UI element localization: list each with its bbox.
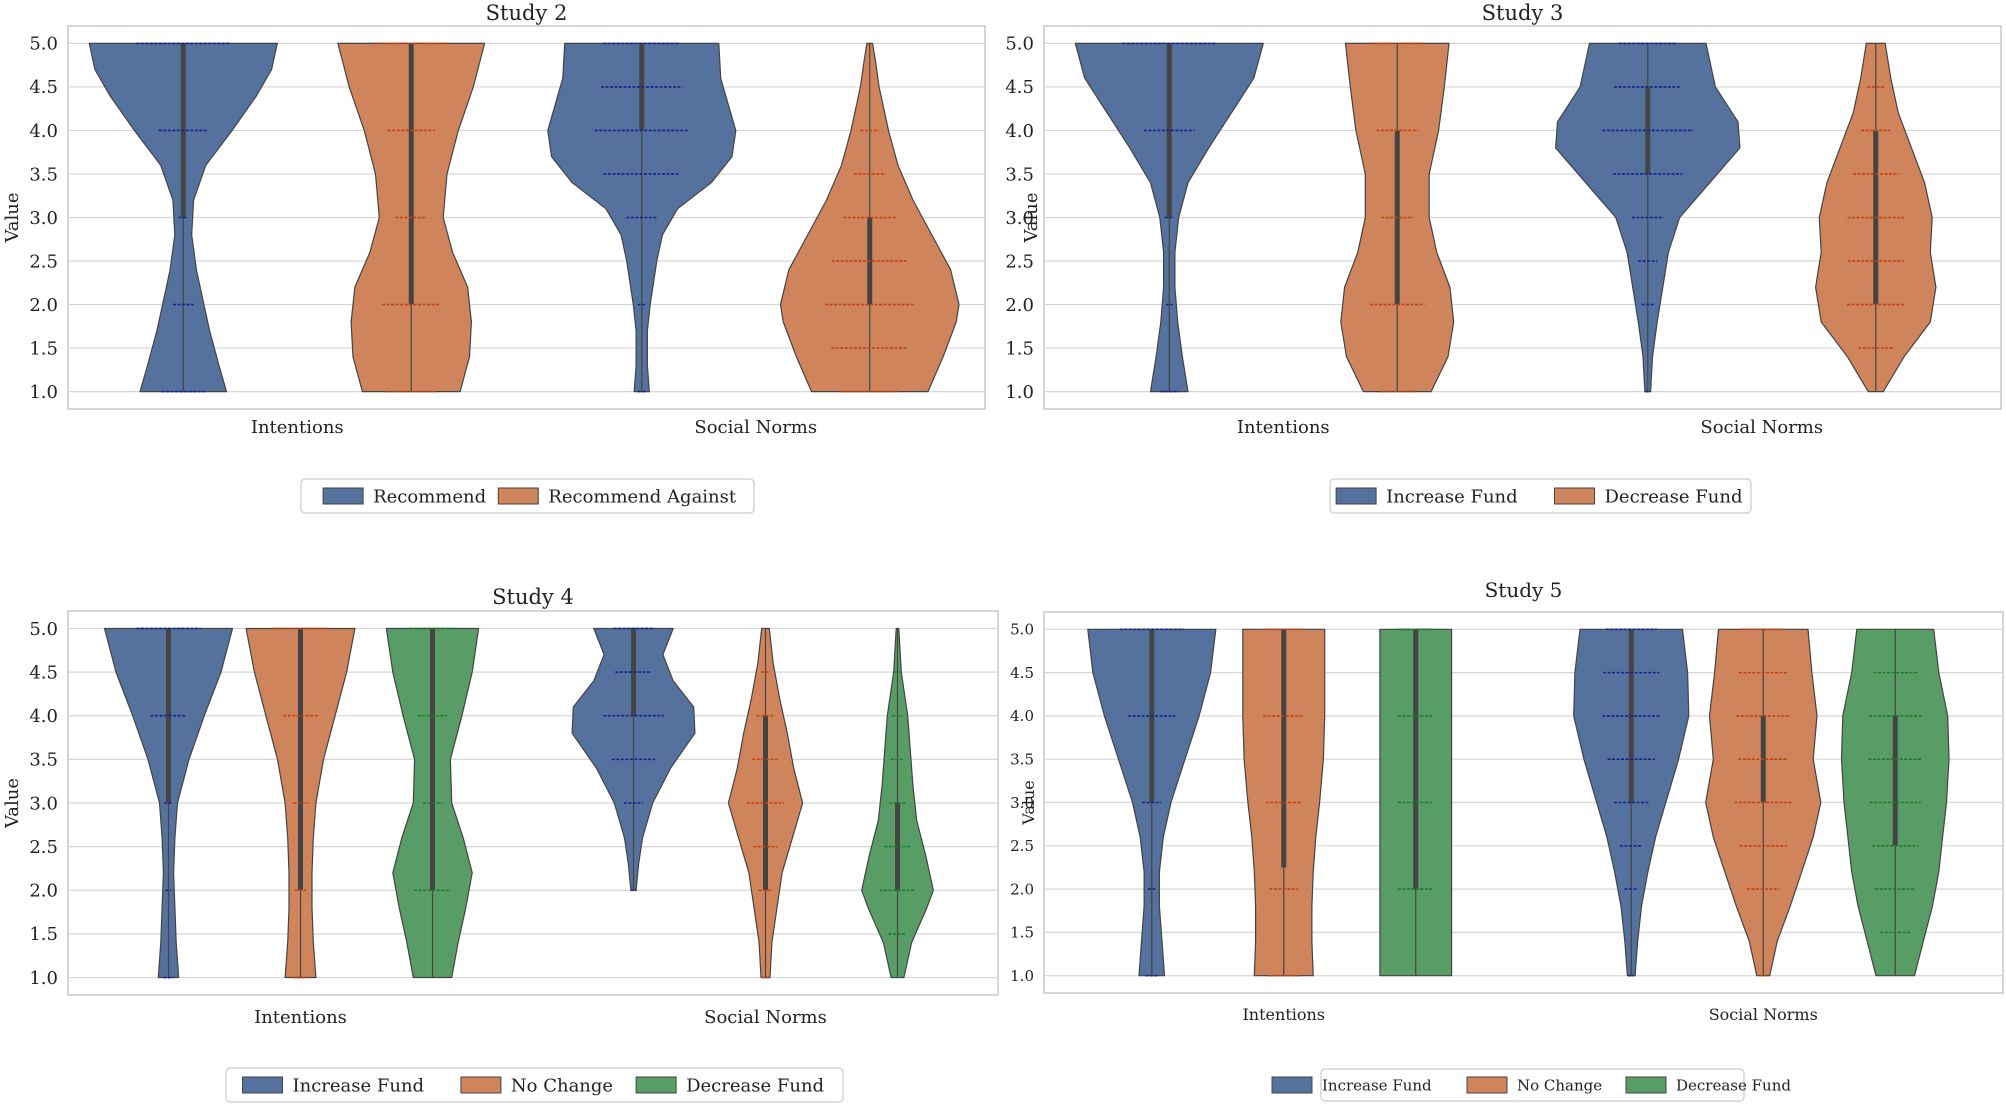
y-tick-label: 4.5 [29, 662, 58, 683]
x-tick-label: Intentions [251, 417, 344, 438]
legend-label: No Change [511, 1075, 613, 1096]
chart-panel-2: 1.0 1.5 2.0 2.5 3.0 3.5 4.0 4.5 5.0 Study 3 Value I… [1005, 1, 2002, 514]
chart-title: Study 3 [1482, 1, 1564, 25]
y-tick-label: 4.0 [29, 706, 58, 727]
x-tick-label: Intentions [1242, 1005, 1325, 1024]
x-tick-label: Social Norms [704, 1007, 827, 1028]
y-tick-label: 3.5 [29, 164, 58, 185]
legend-swatch-blue [1271, 1076, 1313, 1094]
y-tick-label: 3.0 [1005, 208, 1034, 229]
legend: Increase Fund Decrease Fund [1329, 478, 1752, 514]
chart-title: Study 2 [486, 1, 568, 25]
y-tick-label: 4.5 [1010, 664, 1034, 682]
legend: Increase Fund No Change Decrease Fund [1271, 1068, 1791, 1102]
legend: Recommend Recommend Against [300, 478, 755, 514]
y-tick-label: 3.0 [1010, 794, 1034, 812]
legend-label: No Change [1517, 1076, 1602, 1094]
y-tick-label: 4.0 [1010, 707, 1034, 725]
legend: Increase Fund No Change Decrease Fund [225, 1067, 844, 1103]
legend-label: Decrease Fund [1605, 486, 1743, 507]
y-axis-label: Value [1019, 780, 1038, 826]
legend-label: Increase Fund [293, 1075, 425, 1096]
y-tick-label: 2.5 [1005, 251, 1034, 272]
y-tick-label: 1.5 [29, 338, 58, 359]
legend-swatch-green [635, 1076, 677, 1094]
legend-swatch-blue [242, 1076, 283, 1094]
y-tick-label: 4.0 [1005, 121, 1034, 142]
x-tick-label: Social Norms [694, 417, 817, 438]
y-tick-label: 3.5 [29, 750, 58, 771]
chart-title: Study 5 [1485, 578, 1563, 602]
legend-frame [225, 1067, 844, 1103]
y-tick-label: 5.0 [29, 619, 58, 640]
x-tick-label: Social Norms [1709, 1005, 1818, 1024]
y-tick-label: 4.5 [29, 77, 58, 98]
legend-frame [1329, 478, 1752, 514]
x-tick-label: Social Norms [1700, 417, 1823, 438]
legend-swatch-orange [497, 487, 539, 505]
legend-swatch-orange [1466, 1076, 1508, 1094]
legend-label: Decrease Fund [686, 1075, 824, 1096]
y-tick-label: 5.0 [29, 34, 58, 55]
y-tick-label: 5.0 [1005, 34, 1034, 55]
chart-panel-1: 1.0 1.5 2.0 2.5 3.0 3.5 4.0 4.5 5.0 Study 2 Value I… [2, 1, 986, 514]
y-tick-label: 2.5 [1010, 837, 1034, 855]
y-tick-label: 3.0 [29, 208, 58, 229]
y-tick-label: 1.0 [1005, 382, 1034, 403]
y-tick-label: 2.0 [29, 295, 58, 316]
y-axis-label: Value [1021, 192, 1042, 243]
y-tick-label: 2.0 [1010, 880, 1034, 898]
y-tick-label: 4.0 [29, 121, 58, 142]
y-tick-label: 2.0 [29, 881, 58, 902]
legend-label: Increase Fund [1386, 486, 1518, 507]
y-tick-label: 1.5 [1010, 924, 1034, 942]
y-tick-label: 1.0 [29, 968, 58, 989]
y-tick-label: 5.0 [1010, 621, 1034, 639]
legend-swatch-orange [460, 1076, 502, 1094]
y-axis-label: Value [2, 778, 23, 829]
y-tick-label: 4.5 [1005, 77, 1034, 98]
y-tick-label: 2.5 [29, 251, 58, 272]
legend-label: Recommend Against [548, 486, 737, 507]
x-tick-label: Intentions [254, 1007, 347, 1028]
y-tick-label: 1.0 [1010, 967, 1034, 985]
y-tick-label: 2.5 [29, 837, 58, 858]
chart-panel-4: 1.0 1.5 2.0 2.5 3.0 3.5 4.0 4.5 5.0 Study 5 Value I… [1010, 578, 2004, 1102]
y-tick-label: 3.0 [29, 793, 58, 814]
legend-label: Recommend [373, 486, 486, 507]
chart-panel-3: 1.0 1.5 2.0 2.5 3.0 3.5 4.0 4.5 5.0 Study 4 Value I… [2, 585, 999, 1103]
legend-label: Decrease Fund [1676, 1076, 1791, 1094]
legend-swatch-blue [322, 487, 364, 505]
legend-swatch-orange [1554, 487, 1595, 505]
y-tick-label: 3.5 [1005, 164, 1034, 185]
legend-label: Increase Fund [1322, 1076, 1432, 1094]
legend-swatch-blue [1335, 487, 1377, 505]
x-tick-label: Intentions [1237, 417, 1330, 438]
chart-title: Study 4 [492, 585, 574, 609]
y-tick-label: 1.5 [1005, 338, 1034, 359]
legend-swatch-green [1625, 1076, 1667, 1094]
y-tick-label: 3.5 [1010, 750, 1034, 768]
y-tick-label: 1.0 [29, 382, 58, 403]
y-tick-label: 2.0 [1005, 295, 1034, 316]
y-axis-label: Value [2, 192, 23, 243]
y-tick-label: 1.5 [29, 924, 58, 945]
